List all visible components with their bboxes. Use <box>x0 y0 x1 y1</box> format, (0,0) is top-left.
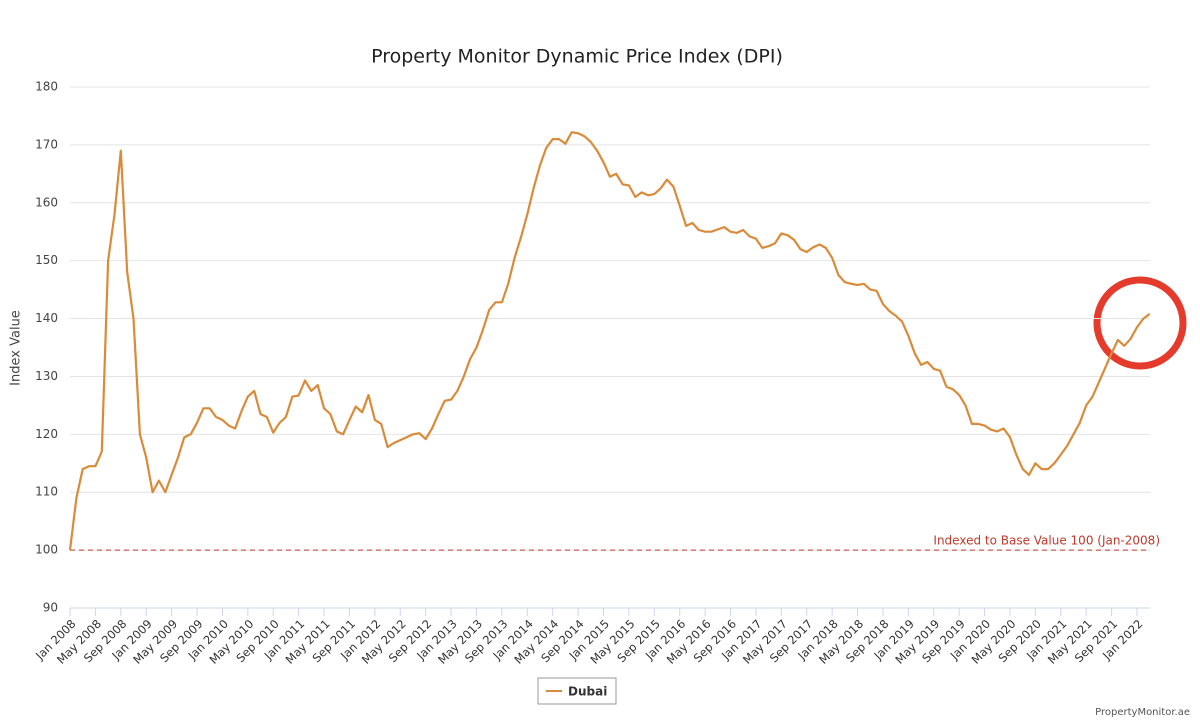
y-tick-label: 170 <box>35 137 58 151</box>
y-axis-title: Index Value <box>9 310 24 386</box>
y-tick-label: 160 <box>35 195 58 209</box>
y-tick-label: 130 <box>35 369 58 383</box>
chart-title: Property Monitor Dynamic Price Index (DP… <box>371 46 783 68</box>
series-line <box>68 131 1151 551</box>
highlight-circle <box>1093 276 1187 370</box>
legend-label: Dubai <box>568 685 607 699</box>
y-tick-label: 150 <box>35 253 58 267</box>
credit: PropertyMonitor.ae <box>1095 707 1190 718</box>
y-tick-label: 180 <box>35 80 58 94</box>
y-tick-label: 100 <box>35 543 58 557</box>
y-tick-label: 90 <box>43 601 58 615</box>
y-tick-label: 110 <box>35 485 58 499</box>
y-tick-label: 120 <box>35 427 58 441</box>
baseline-annotation: Indexed to Base Value 100 (Jan-2008) <box>933 534 1160 548</box>
y-tick-label: 140 <box>35 311 58 325</box>
